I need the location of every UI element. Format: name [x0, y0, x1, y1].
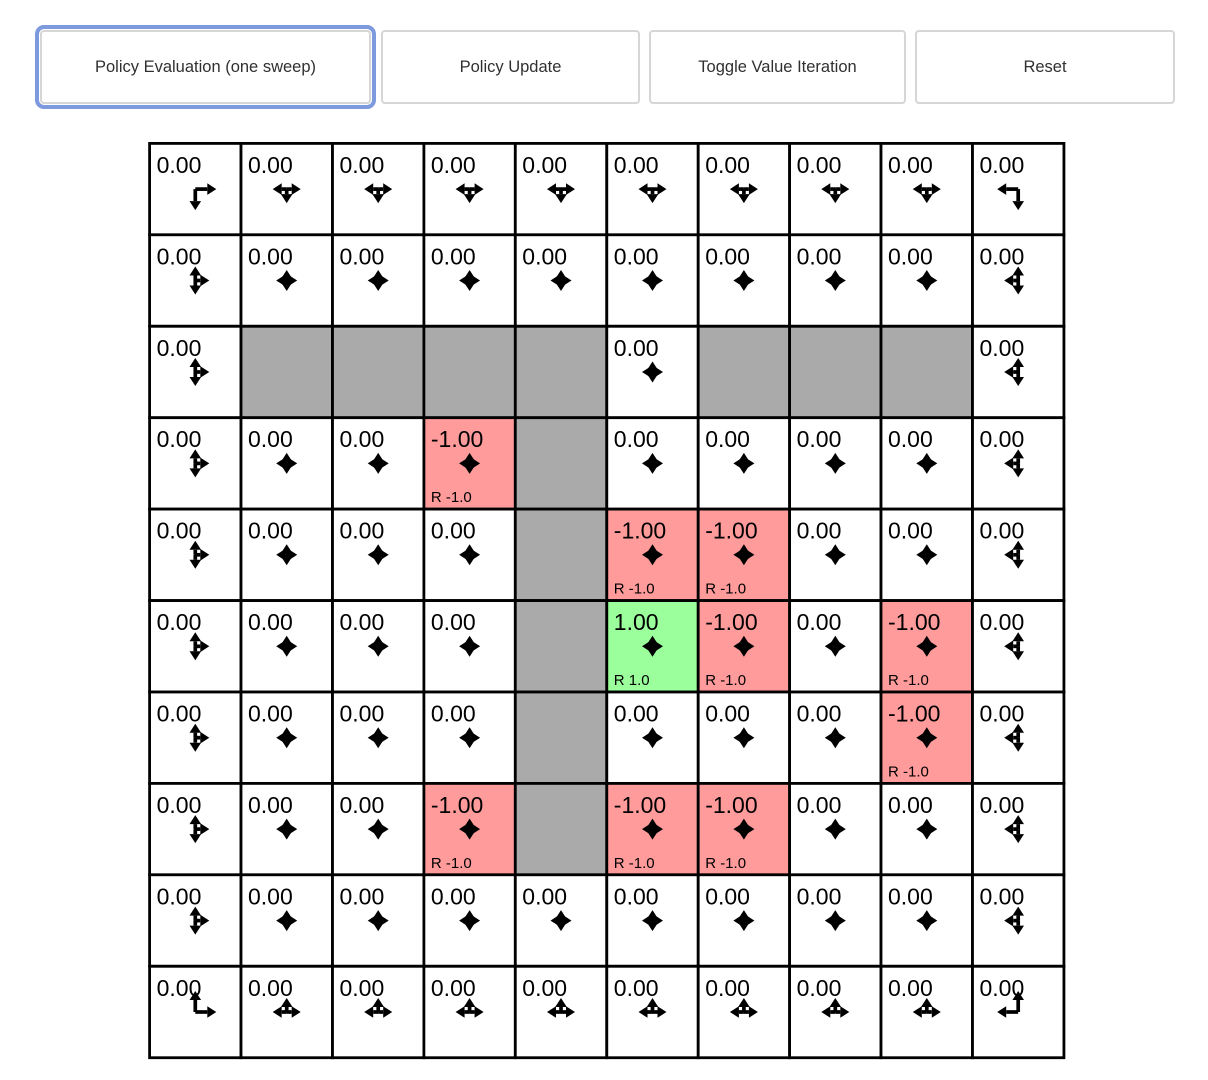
svg-text:-1.00: -1.00	[705, 518, 757, 544]
svg-text:0.00: 0.00	[888, 426, 933, 452]
svg-text:0.00: 0.00	[248, 609, 293, 635]
svg-text:0.00: 0.00	[340, 609, 385, 635]
svg-text:R -1.0: R -1.0	[614, 581, 655, 598]
svg-text:R -1.0: R -1.0	[705, 672, 746, 689]
svg-text:0.00: 0.00	[431, 701, 476, 727]
svg-text:0.00: 0.00	[248, 883, 293, 909]
svg-text:0.00: 0.00	[248, 975, 293, 1001]
svg-text:0.00: 0.00	[248, 518, 293, 544]
svg-text:R -1.0: R -1.0	[705, 855, 746, 872]
svg-text:0.00: 0.00	[248, 426, 293, 452]
svg-text:0.00: 0.00	[614, 975, 659, 1001]
svg-text:0.00: 0.00	[980, 609, 1025, 635]
svg-text:R -1.0: R -1.0	[888, 672, 929, 689]
svg-text:0.00: 0.00	[888, 883, 933, 909]
svg-text:0.00: 0.00	[614, 152, 659, 178]
svg-text:0.00: 0.00	[340, 792, 385, 818]
svg-text:0.00: 0.00	[522, 883, 567, 909]
svg-text:0.00: 0.00	[888, 792, 933, 818]
svg-text:0.00: 0.00	[705, 243, 750, 269]
svg-text:0.00: 0.00	[340, 518, 385, 544]
svg-text:0.00: 0.00	[705, 701, 750, 727]
svg-text:0.00: 0.00	[980, 792, 1025, 818]
svg-text:0.00: 0.00	[614, 701, 659, 727]
svg-text:-1.00: -1.00	[888, 701, 940, 727]
svg-text:-1.00: -1.00	[614, 792, 666, 818]
svg-text:0.00: 0.00	[157, 243, 202, 269]
svg-text:0.00: 0.00	[522, 243, 567, 269]
svg-text:0.00: 0.00	[888, 975, 933, 1001]
svg-text:0.00: 0.00	[614, 426, 659, 452]
svg-text:0.00: 0.00	[340, 426, 385, 452]
svg-text:0.00: 0.00	[797, 426, 842, 452]
svg-text:0.00: 0.00	[980, 335, 1025, 361]
svg-text:0.00: 0.00	[157, 152, 202, 178]
svg-text:R -1.0: R -1.0	[705, 581, 746, 598]
svg-text:0.00: 0.00	[888, 243, 933, 269]
svg-text:0.00: 0.00	[705, 152, 750, 178]
svg-text:0.00: 0.00	[157, 426, 202, 452]
svg-text:R -1.0: R -1.0	[431, 489, 472, 506]
svg-text:0.00: 0.00	[980, 426, 1025, 452]
svg-text:0.00: 0.00	[340, 243, 385, 269]
svg-text:0.00: 0.00	[980, 883, 1025, 909]
svg-text:0.00: 0.00	[980, 518, 1025, 544]
svg-text:0.00: 0.00	[797, 792, 842, 818]
svg-text:0.00: 0.00	[797, 609, 842, 635]
svg-text:0.00: 0.00	[157, 701, 202, 727]
svg-text:0.00: 0.00	[431, 243, 476, 269]
svg-text:-1.00: -1.00	[431, 792, 483, 818]
svg-text:R -1.0: R -1.0	[431, 855, 472, 872]
svg-text:0.00: 0.00	[522, 152, 567, 178]
svg-text:R -1.0: R -1.0	[888, 763, 929, 780]
svg-text:0.00: 0.00	[340, 152, 385, 178]
svg-text:1.00: 1.00	[614, 609, 659, 635]
svg-text:0.00: 0.00	[980, 701, 1025, 727]
svg-text:0.00: 0.00	[248, 701, 293, 727]
svg-text:0.00: 0.00	[157, 335, 202, 361]
svg-text:0.00: 0.00	[797, 152, 842, 178]
svg-text:0.00: 0.00	[797, 243, 842, 269]
svg-text:0.00: 0.00	[157, 609, 202, 635]
svg-text:0.00: 0.00	[248, 792, 293, 818]
svg-text:0.00: 0.00	[431, 975, 476, 1001]
svg-text:0.00: 0.00	[614, 883, 659, 909]
svg-text:0.00: 0.00	[888, 518, 933, 544]
svg-text:0.00: 0.00	[431, 152, 476, 178]
svg-text:-1.00: -1.00	[888, 609, 940, 635]
svg-text:-1.00: -1.00	[614, 518, 666, 544]
svg-text:0.00: 0.00	[340, 975, 385, 1001]
svg-text:0.00: 0.00	[431, 518, 476, 544]
svg-text:0.00: 0.00	[614, 335, 659, 361]
svg-text:0.00: 0.00	[340, 701, 385, 727]
svg-text:-1.00: -1.00	[705, 609, 757, 635]
svg-text:0.00: 0.00	[431, 609, 476, 635]
svg-text:0.00: 0.00	[980, 152, 1025, 178]
svg-text:0.00: 0.00	[705, 883, 750, 909]
svg-text:0.00: 0.00	[157, 883, 202, 909]
svg-text:R 1.0: R 1.0	[614, 672, 650, 689]
svg-text:0.00: 0.00	[705, 426, 750, 452]
svg-text:0.00: 0.00	[797, 518, 842, 544]
svg-text:0.00: 0.00	[705, 975, 750, 1001]
svg-text:0.00: 0.00	[248, 243, 293, 269]
svg-text:0.00: 0.00	[157, 518, 202, 544]
svg-text:0.00: 0.00	[797, 883, 842, 909]
svg-text:0.00: 0.00	[431, 883, 476, 909]
svg-text:0.00: 0.00	[340, 883, 385, 909]
svg-text:0.00: 0.00	[522, 975, 567, 1001]
svg-text:0.00: 0.00	[157, 792, 202, 818]
svg-text:0.00: 0.00	[888, 152, 933, 178]
svg-text:0.00: 0.00	[797, 975, 842, 1001]
svg-text:0.00: 0.00	[797, 701, 842, 727]
svg-text:0.00: 0.00	[248, 152, 293, 178]
svg-text:-1.00: -1.00	[431, 426, 483, 452]
svg-text:0.00: 0.00	[614, 243, 659, 269]
svg-text:R -1.0: R -1.0	[614, 855, 655, 872]
svg-text:0.00: 0.00	[980, 243, 1025, 269]
svg-text:-1.00: -1.00	[705, 792, 757, 818]
